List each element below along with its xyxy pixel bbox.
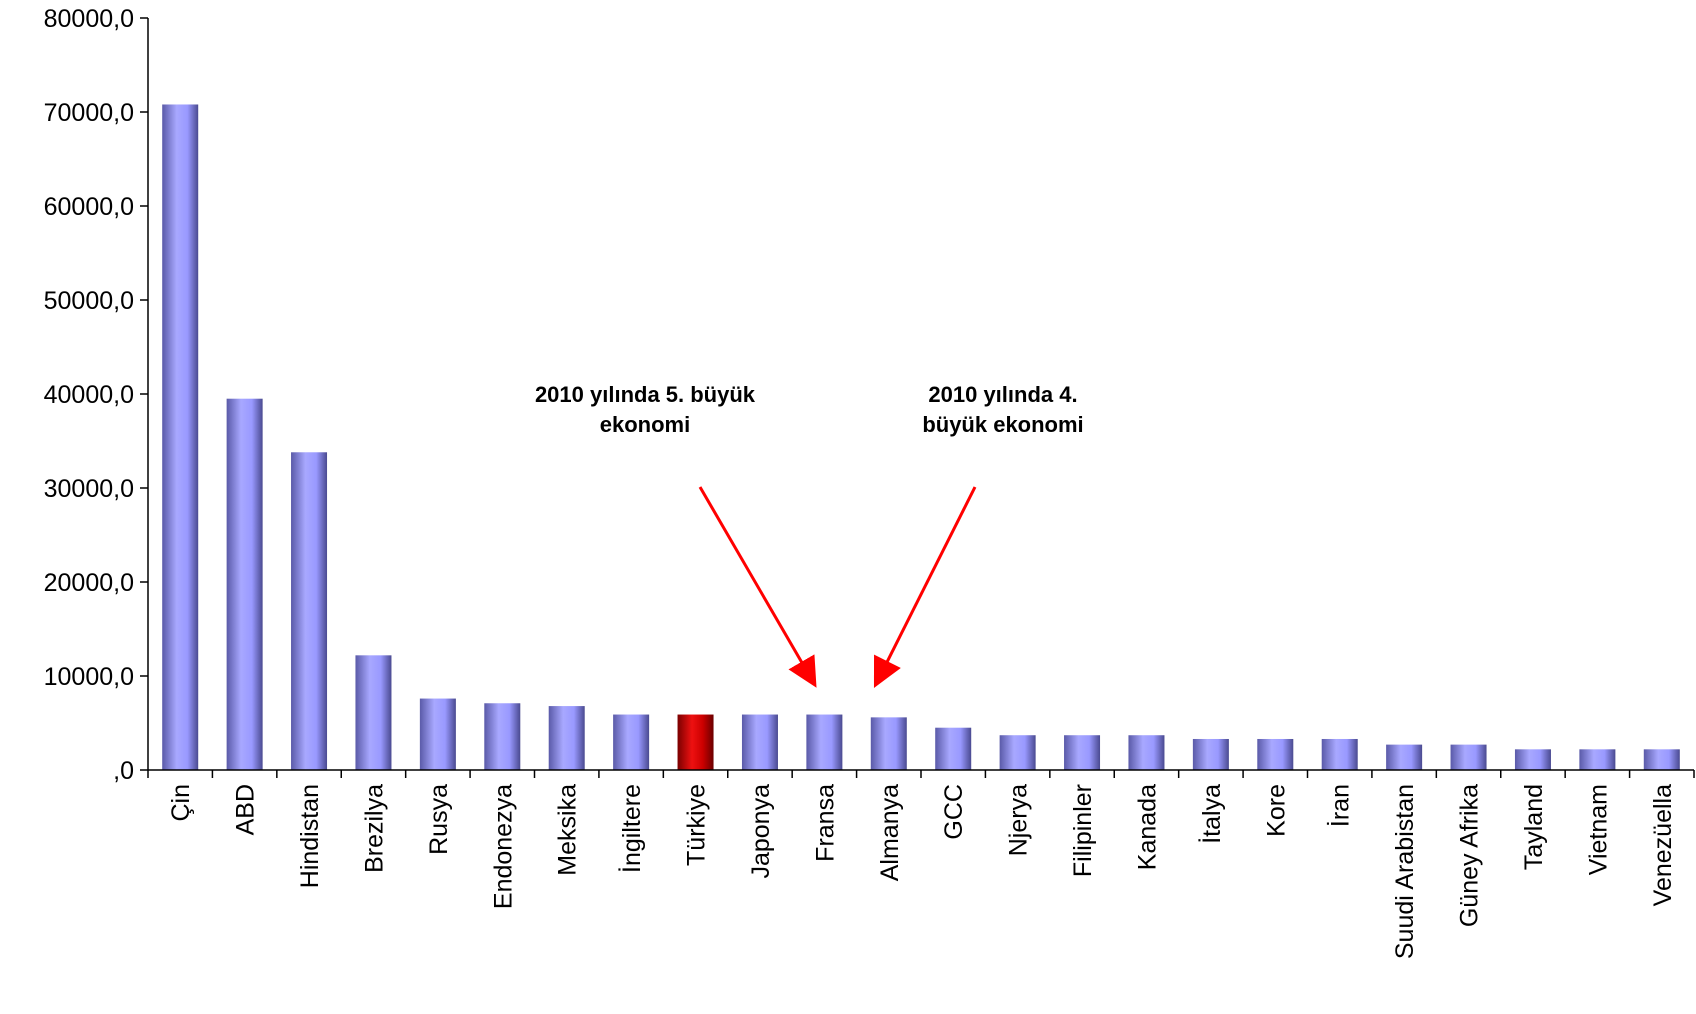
x-tick-label: İran: [1326, 784, 1355, 827]
bar-0: [162, 104, 199, 771]
x-tick-label: İtalya: [1197, 784, 1226, 844]
bar-6: [548, 706, 585, 770]
axes-group: [140, 17, 1695, 778]
y-tick-label: 30000,0: [44, 475, 134, 503]
y-tick-label: 50000,0: [44, 287, 134, 315]
x-tick-label: Hindistan: [296, 784, 324, 888]
bar-2: [291, 452, 328, 770]
annotation-arrow: [873, 486, 977, 689]
x-tick-label: Tayland: [1520, 784, 1548, 870]
bar-20: [1450, 744, 1487, 770]
bar-3: [355, 655, 392, 770]
annotations-group: 2010 yılında 5. büyük ekonomi 2010 yılında…: [535, 382, 1084, 689]
x-tick-label: Almanya: [876, 784, 904, 881]
x-tick-label: Türkiye: [683, 784, 711, 866]
annotation-text: 2010 yılında 5. büyük: [535, 382, 756, 407]
x-tick-label: İngiltere: [617, 784, 646, 873]
y-tick-label: 40000,0: [44, 381, 134, 409]
y-tick-label: 10000,0: [44, 663, 134, 691]
bar-21: [1514, 749, 1551, 770]
bar-18: [1321, 738, 1358, 770]
x-tick-label: Fransa: [811, 784, 839, 862]
y-tick-label: 70000,0: [44, 99, 134, 127]
x-tick-label: Japonya: [747, 784, 775, 879]
x-tick-label: GCC: [940, 784, 968, 840]
x-tick-label: Venezüella: [1649, 784, 1677, 906]
x-tick-label: Vietnam: [1584, 784, 1612, 875]
bar-10: [806, 714, 843, 770]
x-tick-label: ABD: [232, 784, 260, 835]
bar-13: [999, 735, 1036, 770]
x-tick-label: Rusya: [425, 784, 453, 855]
bar-17: [1257, 738, 1294, 770]
bar-23: [1643, 749, 1680, 770]
bar-16: [1192, 738, 1229, 770]
bar-4: [419, 698, 456, 770]
bar-5: [484, 703, 521, 770]
x-tick-labels: Çin ABD Hindistan Brezilya Rusya Endonezya Mek…: [167, 784, 1677, 959]
x-tick-label: Brezilya: [360, 784, 388, 873]
y-tick-label: ,0: [113, 757, 134, 785]
annotation-text: ekonomi: [600, 412, 690, 437]
annotation-text: 2010 yılında 4.: [928, 382, 1077, 407]
bar-7: [613, 714, 650, 770]
x-tick-label: Filipinler: [1069, 784, 1097, 877]
x-tick-label: Suudi Arabistan: [1391, 784, 1419, 959]
annotation-text: büyük ekonomi: [922, 412, 1083, 437]
bars-group: [162, 104, 1680, 771]
y-tick-label: 20000,0: [44, 569, 134, 597]
bar-12: [935, 727, 972, 770]
bar-22: [1579, 749, 1616, 770]
annotation-arrow: [698, 486, 817, 688]
x-tick-label: Güney Afrika: [1456, 784, 1484, 927]
bar-15: [1128, 735, 1165, 770]
x-tick-label: Meksika: [554, 784, 582, 876]
x-tick-label: Kanada: [1133, 784, 1161, 870]
x-tick-label: Kore: [1262, 784, 1290, 837]
y-tick-label: 80000,0: [44, 5, 134, 33]
bar-8: [677, 714, 714, 770]
bar-19: [1386, 744, 1423, 770]
bar-11: [870, 717, 907, 770]
x-tick-label: Çin: [167, 784, 195, 822]
bar-9: [741, 714, 778, 770]
bar-1: [226, 398, 263, 770]
y-tick-labels: 80000,0 70000,0 60000,0 50000,0 40000,0 30000…: [44, 5, 134, 785]
bar-14: [1064, 735, 1101, 770]
y-tick-label: 60000,0: [44, 193, 134, 221]
x-tick-label: Endonezya: [489, 784, 517, 909]
x-tick-label: Njerya: [1005, 784, 1033, 856]
